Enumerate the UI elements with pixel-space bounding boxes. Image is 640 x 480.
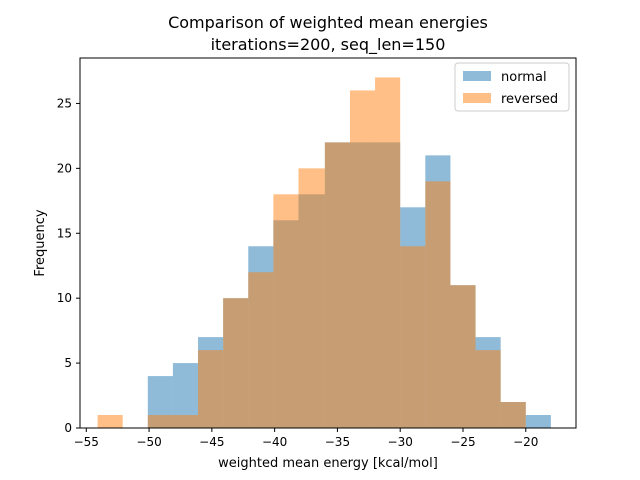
x-tick-label: −40 <box>262 435 287 449</box>
bar-reversed-12 <box>400 246 426 428</box>
bar-reversed-6 <box>248 272 274 428</box>
y-tick-label: 25 <box>57 96 72 110</box>
x-tick-label: −30 <box>388 435 413 449</box>
x-tick-label: −35 <box>325 435 350 449</box>
bar-reversed-3 <box>172 415 199 428</box>
x-tick-label: −50 <box>136 435 161 449</box>
bar-reversed-14 <box>450 285 476 428</box>
bar-reversed-15 <box>475 350 501 428</box>
y-tick-label: 5 <box>64 356 72 370</box>
bar-reversed-8 <box>298 168 325 428</box>
y-tick-label: 20 <box>57 161 72 175</box>
x-tick-label: −55 <box>74 435 99 449</box>
bar-reversed-11 <box>375 77 401 428</box>
ticks-layer: −55 −50 −45 −40 −35 −30 −25 −20 0 5 10 15 20 25 <box>57 96 539 449</box>
bar-reversed-16 <box>500 402 526 428</box>
legend-label-normal: normal <box>501 70 547 85</box>
y-tick-label: 15 <box>57 226 72 240</box>
bar-reversed-0 <box>97 415 123 428</box>
legend-swatch-normal <box>463 71 491 81</box>
y-tick-label: 0 <box>64 421 72 435</box>
bars-layer <box>97 77 551 429</box>
y-axis-label: Frequency <box>33 209 48 276</box>
x-tick-label: −25 <box>450 435 475 449</box>
bar-reversed-9 <box>324 142 350 428</box>
legend: normal reversed <box>454 62 570 112</box>
bar-reversed-4 <box>198 350 224 428</box>
x-tick-label: −20 <box>513 435 538 449</box>
chart-title: Comparison of weighted mean energies <box>168 13 488 32</box>
plot-frame <box>79 57 577 429</box>
chart-subtitle: iterations=200, seq_len=150 <box>211 35 446 55</box>
bar-normal-15 <box>525 415 551 428</box>
bar-reversed-5 <box>223 298 249 428</box>
x-tick-label: −45 <box>199 435 224 449</box>
bar-reversed-7 <box>273 194 299 428</box>
x-axis-label: weighted mean energy [kcal/mol] <box>218 456 438 471</box>
legend-label-reversed: reversed <box>501 92 558 107</box>
y-tick-label: 10 <box>57 291 72 305</box>
bar-reversed-2 <box>147 415 173 428</box>
bar-reversed-10 <box>349 90 376 428</box>
legend-swatch-reversed <box>463 93 491 103</box>
bar-reversed-13 <box>425 181 451 428</box>
